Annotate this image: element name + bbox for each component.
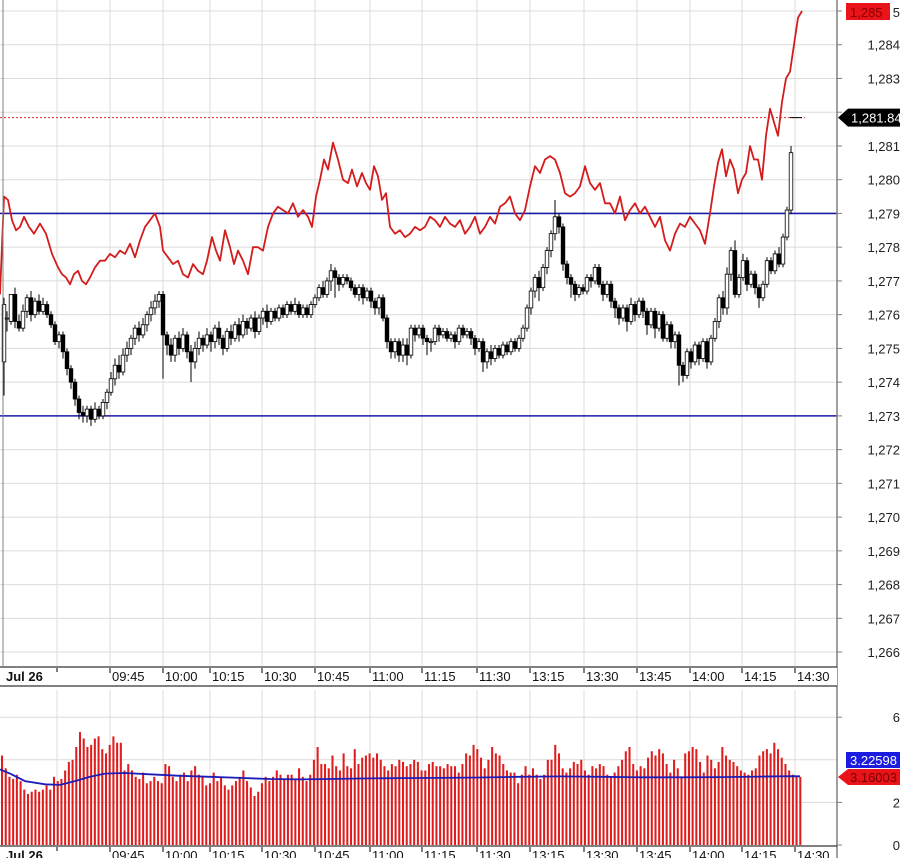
time-tick-label: 13:15 (532, 669, 565, 684)
red-line-last-badge: 1,285 (850, 5, 883, 20)
candlestick-series (1, 145, 794, 427)
time-tick-label: 10:00 (165, 848, 198, 858)
price-tick-label: 1,284 (867, 38, 900, 53)
red-price-line (0, 10, 803, 295)
time-axis-volume-panel[interactable]: Jul 26 09:45 10:00 10:15 10:30 10:45 11:00 11:1… (6, 847, 830, 863)
time-axis-price-panel[interactable]: Jul 26 09:45 10:00 10:15 10:30 10:45 11:00 11:1… (6, 668, 830, 684)
time-tick-label: 10:30 (264, 669, 297, 684)
price-tick-label: 1,268 (867, 578, 900, 593)
price-tick-label: 1,283 (867, 71, 900, 86)
time-tick-label: 13:45 (639, 848, 672, 858)
time-tick-label: 14:15 (744, 848, 777, 858)
price-tick-label: 1,266 (867, 645, 900, 660)
time-tick-label: 14:15 (744, 669, 777, 684)
price-tick-label: 1,279 (867, 206, 900, 221)
price-tick-label: 1,270 (867, 510, 900, 525)
price-tick-label: 1,267 (867, 611, 900, 626)
time-tick-label: 10:15 (212, 848, 245, 858)
price-tick-label: 1,277 (867, 274, 900, 289)
time-tick-label: 11:30 (479, 669, 511, 684)
time-tick-label: 14:00 (692, 669, 725, 684)
volume-last-badge: 3.16003 (850, 770, 897, 785)
price-tick-label: 1,280 (867, 173, 900, 188)
price-tick-label: 1,271 (867, 476, 900, 491)
last-price-badge: 1,281.84 (851, 111, 900, 126)
price-tick-label: 1,272 (867, 443, 900, 458)
time-tick-label: 13:45 (639, 669, 672, 684)
volume-tick-label: 2 (893, 795, 900, 810)
price-tick-label: 1,278 (867, 240, 900, 255)
price-tick-label: 1,274 (867, 375, 900, 390)
time-tick-label: 10:45 (317, 848, 350, 858)
date-label: Jul 26 (6, 669, 43, 684)
date-label: Jul 26 (6, 848, 43, 858)
price-axis[interactable]: 1,284 1,283 1,281 1,280 1,279 1,278 1,277 1,276… (837, 10, 900, 660)
time-tick-label: 11:30 (479, 848, 511, 858)
chart-axes (0, 0, 838, 858)
time-tick-label: 14:30 (797, 669, 830, 684)
svg-text:5: 5 (893, 5, 900, 20)
volume-tick-label: 6 (893, 710, 900, 725)
price-tick-label: 1,275 (867, 341, 900, 356)
volume-moving-average-line (0, 768, 801, 786)
time-tick-label: 14:00 (692, 848, 725, 858)
price-reference-lines (0, 117, 837, 417)
volume-ma-badge: 3.22598 (850, 753, 897, 768)
time-tick-label: 09:45 (112, 669, 145, 684)
time-tick-label: 13:30 (586, 848, 619, 858)
price-tick-label: 1,281 (867, 139, 900, 154)
price-tick-label: 1,273 (867, 409, 900, 424)
time-tick-label: 13:30 (586, 669, 619, 684)
time-tick-label: 10:45 (317, 669, 350, 684)
time-tick-label: 14:30 (797, 848, 830, 858)
volume-bars (1, 732, 802, 845)
time-tick-label: 10:30 (264, 848, 297, 858)
time-tick-label: 11:15 (424, 848, 456, 858)
time-tick-label: 10:15 (212, 669, 245, 684)
time-tick-label: 10:00 (165, 669, 198, 684)
time-tick-label: 13:15 (532, 848, 565, 858)
volume-axis[interactable]: 0 2 6 (837, 710, 900, 853)
time-tick-label: 09:45 (112, 848, 145, 858)
time-tick-label: 11:15 (424, 669, 456, 684)
value-badges: 1,285 5 1,281.84 3.22598 3.16003 (838, 3, 900, 785)
time-tick-label: 11:00 (372, 848, 404, 858)
volume-tick-label: 0 (893, 838, 900, 853)
price-tick-label: 1,276 (867, 308, 900, 323)
price-tick-label: 1,269 (867, 544, 900, 559)
time-tick-label: 11:00 (372, 669, 404, 684)
